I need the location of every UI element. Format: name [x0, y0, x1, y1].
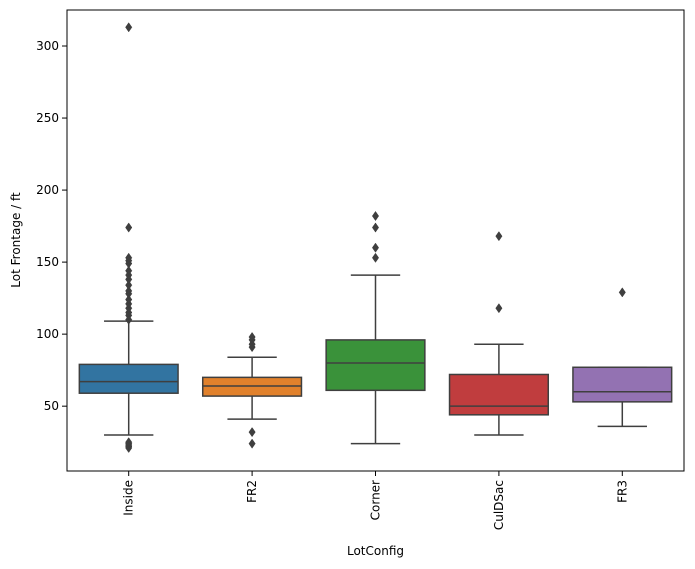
box-fr2	[201, 331, 303, 449]
y-axis: 50 100 150 200 250 300	[36, 39, 67, 413]
y-tick-label: 200	[36, 183, 59, 197]
box-series	[78, 22, 673, 453]
x-tick-label: FR3	[615, 480, 629, 503]
box-corner	[325, 210, 426, 445]
y-tick-label: 50	[44, 399, 59, 413]
plot-frame	[66, 9, 685, 472]
outlier-point	[125, 252, 133, 263]
outlier-point	[371, 222, 380, 233]
box-iqr	[78, 363, 179, 394]
x-tick-label: FR2	[245, 480, 259, 503]
box-iqr	[325, 339, 426, 392]
box-inside	[78, 22, 179, 453]
outlier-point	[125, 22, 133, 33]
outlier-point	[371, 210, 380, 222]
outlier-point	[125, 280, 133, 291]
outlier-point	[248, 427, 256, 438]
outlier-point	[125, 437, 133, 448]
box-iqr	[448, 373, 550, 416]
y-tick-label: 150	[36, 255, 59, 269]
outlier-point	[248, 438, 256, 449]
x-axis-label: LotConfig	[347, 544, 404, 558]
outlier-point	[125, 222, 133, 233]
outlier-point	[371, 252, 380, 263]
outlier-point	[495, 303, 503, 314]
y-tick-label: 300	[36, 39, 59, 53]
y-axis-label: Lot Frontage / ft	[9, 192, 23, 288]
box-fr3	[572, 287, 673, 428]
x-axis: Inside FR2 Corner CulDSac FR3	[122, 471, 629, 530]
x-tick-label: CulDSac	[492, 480, 506, 530]
outlier-point	[125, 285, 133, 296]
y-tick-label: 250	[36, 111, 59, 125]
box-iqr	[572, 366, 673, 403]
outlier-point	[618, 287, 626, 298]
x-tick-label: Corner	[369, 480, 383, 520]
box-culdsac	[448, 231, 550, 436]
x-tick-label: Inside	[122, 480, 136, 516]
outlier-point	[371, 242, 380, 253]
outlier-point	[495, 231, 503, 242]
outlier-point	[125, 294, 133, 305]
outlier-point	[125, 265, 133, 276]
y-tick-label: 100	[36, 327, 59, 341]
outlier-point	[248, 331, 256, 343]
